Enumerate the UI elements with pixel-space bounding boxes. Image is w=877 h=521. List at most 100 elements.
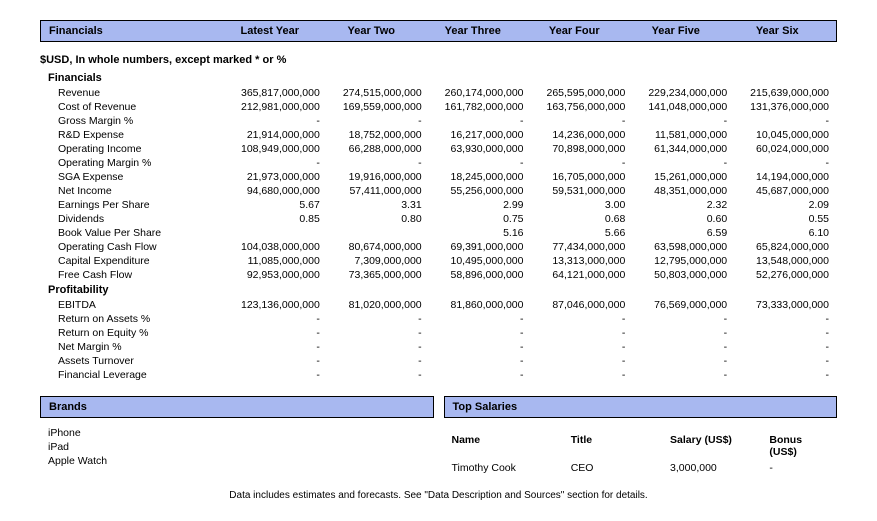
row-label: Operating Cash Flow bbox=[48, 241, 218, 253]
row-value: 274,515,000,000 bbox=[320, 87, 422, 99]
row-value: 2.32 bbox=[625, 199, 727, 211]
row-value: - bbox=[524, 327, 626, 339]
row-value: 81,860,000,000 bbox=[422, 299, 524, 311]
row-value: - bbox=[320, 157, 422, 169]
row-value: - bbox=[727, 157, 829, 169]
currency-note: $USD, In whole numbers, except marked * … bbox=[40, 54, 837, 66]
row-label: Revenue bbox=[48, 87, 218, 99]
row-value: 3.00 bbox=[524, 199, 626, 211]
row-value: 14,236,000,000 bbox=[524, 129, 626, 141]
row-value: 18,245,000,000 bbox=[422, 171, 524, 183]
row-value: - bbox=[524, 313, 626, 325]
row-value: 6.10 bbox=[727, 227, 829, 239]
financials-header: Financials Latest Year Year Two Year Thr… bbox=[40, 20, 837, 42]
row-value: 0.85 bbox=[218, 213, 320, 225]
row-value: 2.99 bbox=[422, 199, 524, 211]
row-label: Financial Leverage bbox=[48, 369, 218, 381]
row-value: 66,288,000,000 bbox=[320, 143, 422, 155]
row-value: - bbox=[625, 313, 727, 325]
table-row: Return on Assets %------ bbox=[40, 312, 837, 326]
row-value: 94,680,000,000 bbox=[218, 185, 320, 197]
row-value: 6.59 bbox=[625, 227, 727, 239]
row-value: - bbox=[524, 157, 626, 169]
row-value: - bbox=[218, 369, 320, 381]
row-value: 61,344,000,000 bbox=[625, 143, 727, 155]
row-value: - bbox=[422, 341, 524, 353]
row-value: 65,824,000,000 bbox=[727, 241, 829, 253]
row-value: 76,569,000,000 bbox=[625, 299, 727, 311]
row-value: 7,309,000,000 bbox=[320, 255, 422, 267]
row-value: 0.60 bbox=[625, 213, 727, 225]
row-value: 14,194,000,000 bbox=[727, 171, 829, 183]
row-value: - bbox=[625, 157, 727, 169]
row-label: Net Income bbox=[48, 185, 218, 197]
row-value: - bbox=[218, 115, 320, 127]
row-label: Operating Margin % bbox=[48, 157, 218, 169]
row-value: 64,121,000,000 bbox=[524, 269, 626, 281]
row-value: - bbox=[524, 115, 626, 127]
row-value: - bbox=[320, 355, 422, 367]
row-value: 50,803,000,000 bbox=[625, 269, 727, 281]
brands-title: Brands bbox=[40, 396, 434, 418]
row-value: - bbox=[422, 115, 524, 127]
row-label: Free Cash Flow bbox=[48, 269, 218, 281]
row-value: - bbox=[727, 327, 829, 339]
sal-col-name: Name bbox=[452, 434, 571, 458]
row-value: 16,705,000,000 bbox=[524, 171, 626, 183]
row-value: - bbox=[625, 355, 727, 367]
salary-row: Timothy CookCEO3,000,000- bbox=[444, 460, 838, 476]
row-value: 16,217,000,000 bbox=[422, 129, 524, 141]
row-label: Return on Assets % bbox=[48, 313, 218, 325]
row-value: 57,411,000,000 bbox=[320, 185, 422, 197]
row-value: 12,795,000,000 bbox=[625, 255, 727, 267]
row-label: Earnings Per Share bbox=[48, 199, 218, 211]
row-label: Gross Margin % bbox=[48, 115, 218, 127]
table-row: Dividends0.850.800.750.680.600.55 bbox=[40, 212, 837, 226]
row-value: - bbox=[524, 369, 626, 381]
row-value: - bbox=[218, 313, 320, 325]
financial-sections: FinancialsRevenue365,817,000,000274,515,… bbox=[40, 70, 837, 382]
row-value: 73,365,000,000 bbox=[320, 269, 422, 281]
row-value: - bbox=[625, 115, 727, 127]
col-four: Year Four bbox=[524, 25, 626, 37]
sal-col-title: Title bbox=[571, 434, 670, 458]
row-value: 60,024,000,000 bbox=[727, 143, 829, 155]
salaries-title: Top Salaries bbox=[444, 396, 838, 418]
col-five: Year Five bbox=[625, 25, 727, 37]
row-value: 18,752,000,000 bbox=[320, 129, 422, 141]
table-row: Net Income94,680,000,00057,411,000,00055… bbox=[40, 184, 837, 198]
footnote: Data includes estimates and forecasts. S… bbox=[40, 490, 837, 501]
row-value: - bbox=[422, 157, 524, 169]
row-value: 92,953,000,000 bbox=[218, 269, 320, 281]
row-value: 161,782,000,000 bbox=[422, 101, 524, 113]
row-value: 169,559,000,000 bbox=[320, 101, 422, 113]
row-value: 2.09 bbox=[727, 199, 829, 211]
row-value: 15,261,000,000 bbox=[625, 171, 727, 183]
brands-panel: Brands iPhoneiPadApple Watch bbox=[40, 396, 434, 476]
row-value: 104,038,000,000 bbox=[218, 241, 320, 253]
row-value: 10,495,000,000 bbox=[422, 255, 524, 267]
row-value: 55,256,000,000 bbox=[422, 185, 524, 197]
row-value: 58,896,000,000 bbox=[422, 269, 524, 281]
table-row: Book Value Per Share5.165.666.596.10 bbox=[40, 226, 837, 240]
row-value: 265,595,000,000 bbox=[524, 87, 626, 99]
row-value: 63,930,000,000 bbox=[422, 143, 524, 155]
sal-col-salary: Salary (US$) bbox=[670, 434, 769, 458]
row-value: - bbox=[524, 355, 626, 367]
row-value: - bbox=[422, 327, 524, 339]
row-value: 163,756,000,000 bbox=[524, 101, 626, 113]
row-value: - bbox=[727, 115, 829, 127]
row-value: 73,333,000,000 bbox=[727, 299, 829, 311]
row-value: 229,234,000,000 bbox=[625, 87, 727, 99]
row-value: - bbox=[320, 341, 422, 353]
header-title: Financials bbox=[49, 25, 219, 37]
row-value: 19,916,000,000 bbox=[320, 171, 422, 183]
row-value: - bbox=[524, 341, 626, 353]
table-row: Assets Turnover------ bbox=[40, 354, 837, 368]
row-value: 70,898,000,000 bbox=[524, 143, 626, 155]
table-row: Operating Margin %------ bbox=[40, 156, 837, 170]
table-row: Revenue365,817,000,000274,515,000,000260… bbox=[40, 86, 837, 100]
row-label: Operating Income bbox=[48, 143, 218, 155]
row-value: 77,434,000,000 bbox=[524, 241, 626, 253]
col-two: Year Two bbox=[321, 25, 423, 37]
